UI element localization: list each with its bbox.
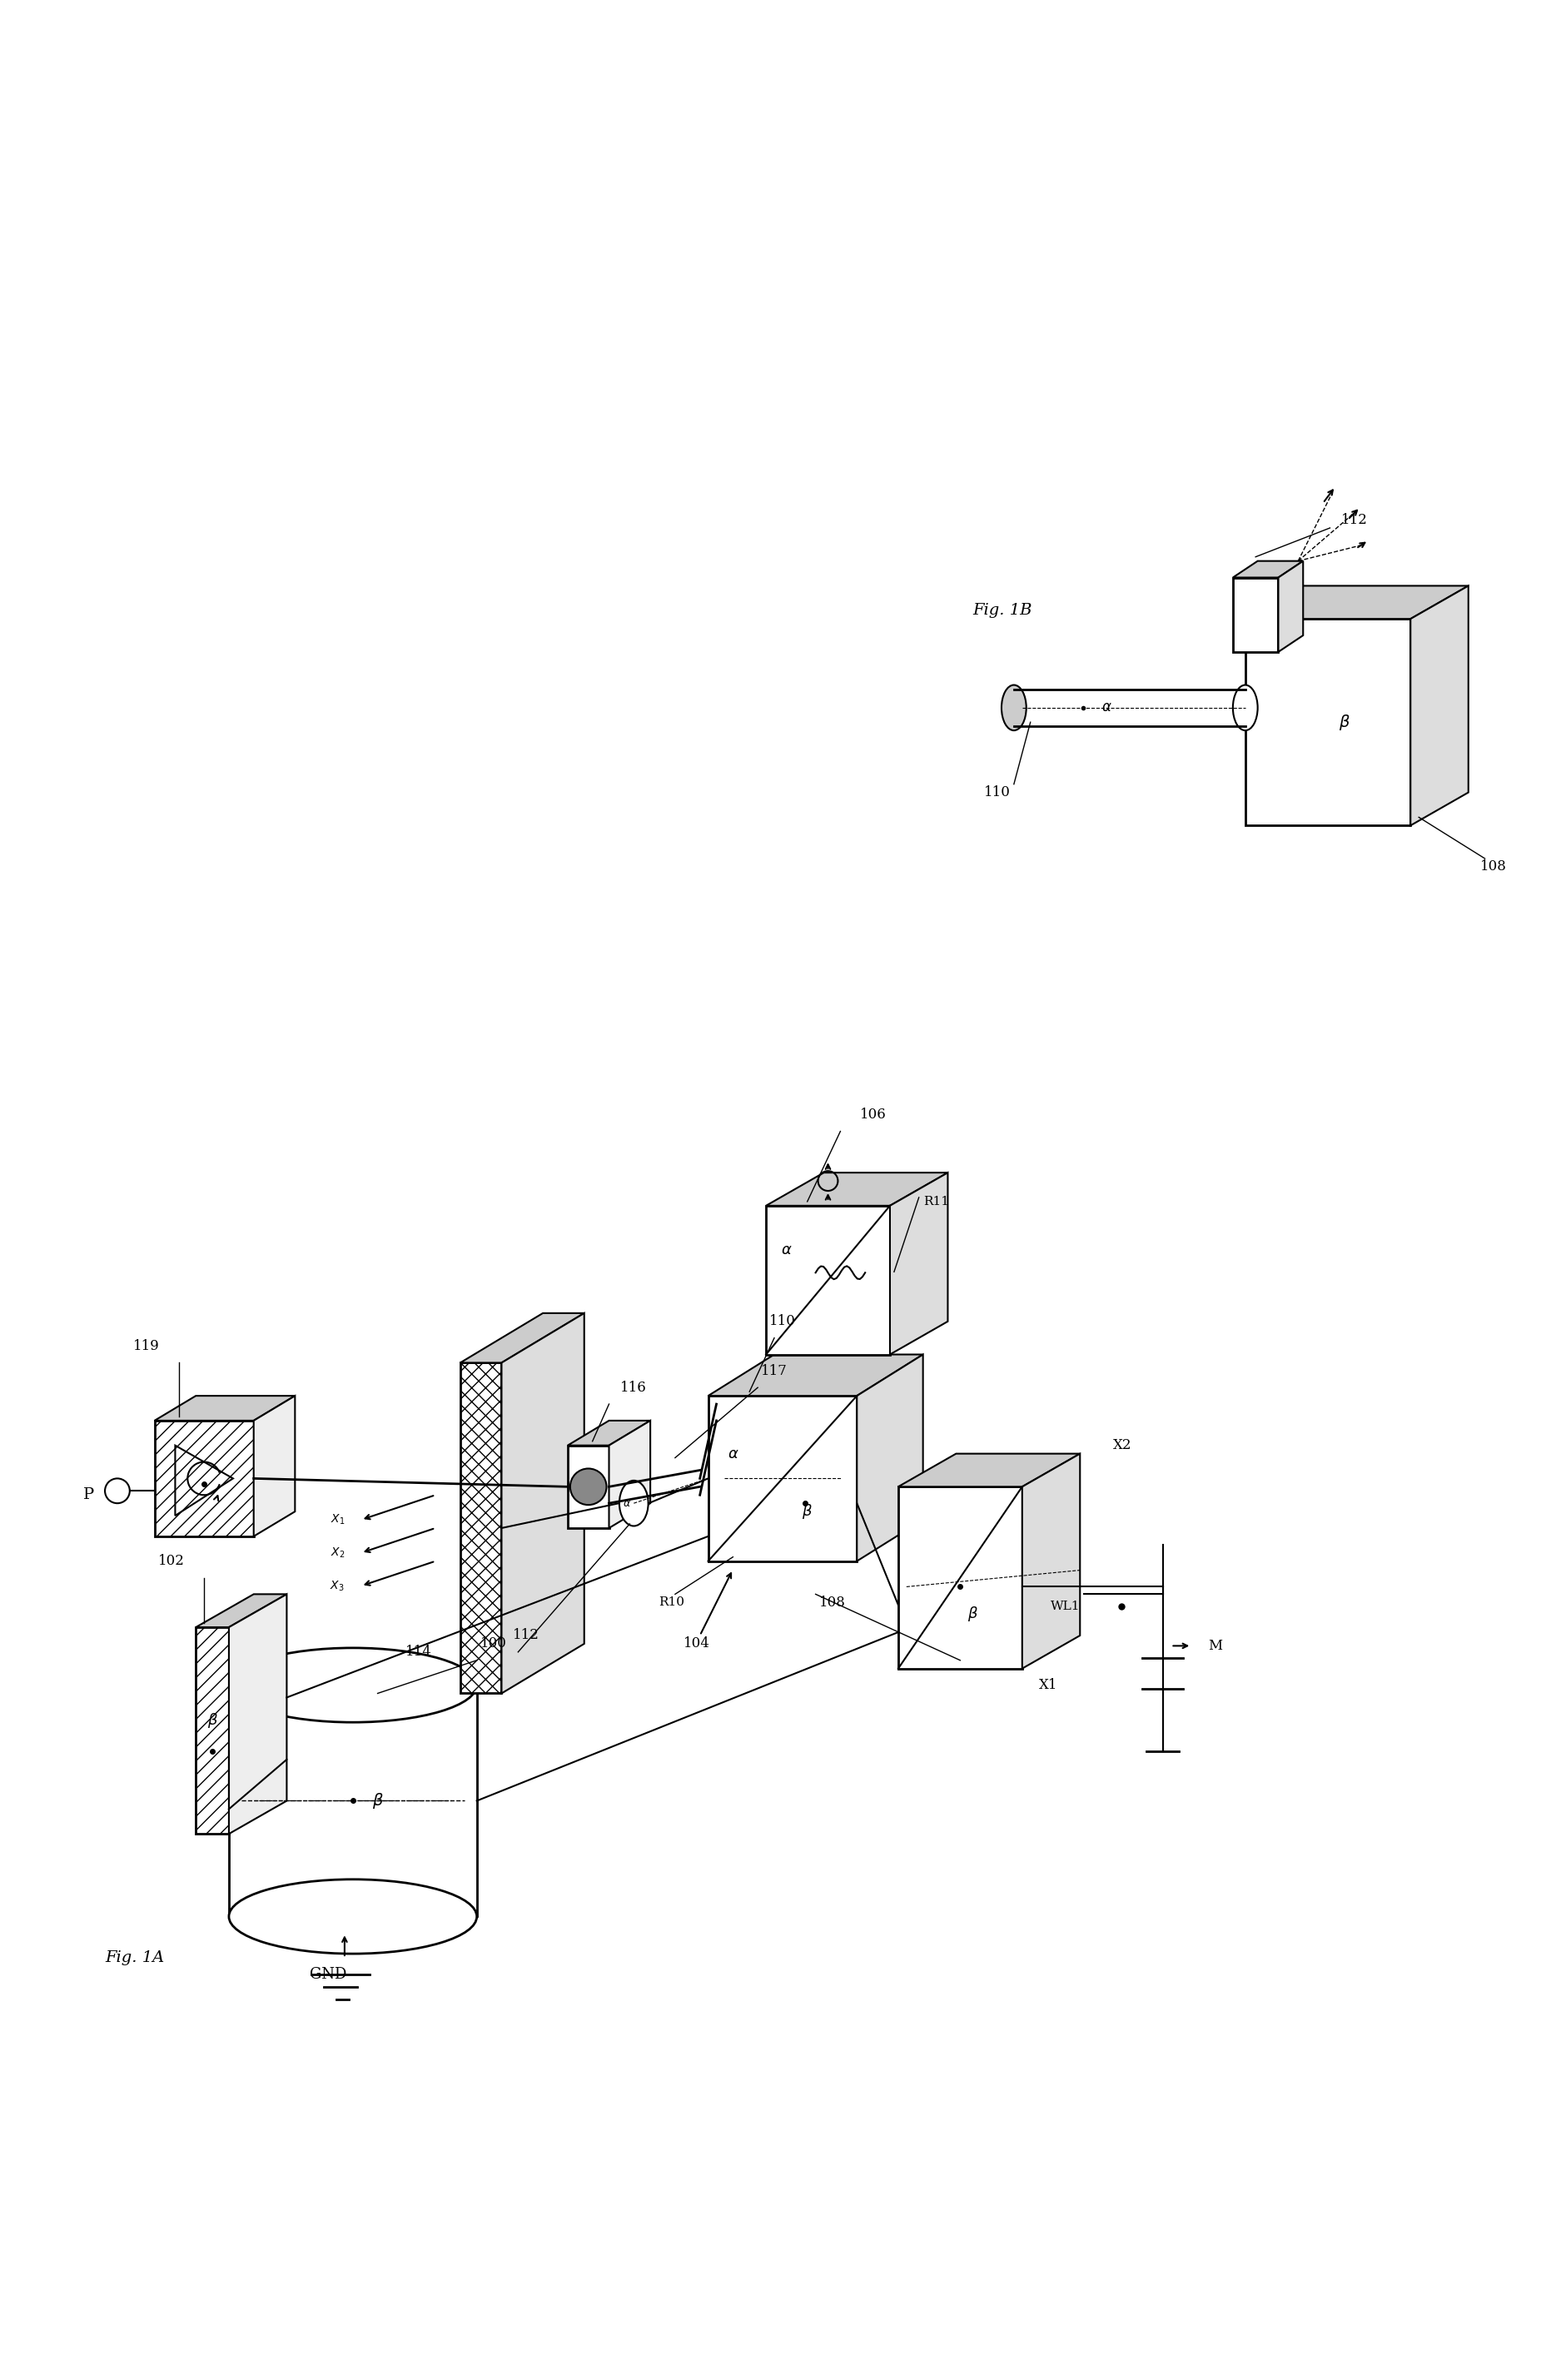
Text: $X_2$: $X_2$	[330, 1547, 344, 1559]
Polygon shape	[461, 1364, 501, 1692]
Polygon shape	[254, 1395, 295, 1537]
Polygon shape	[890, 1173, 948, 1354]
Polygon shape	[1022, 1454, 1079, 1668]
Text: 117: 117	[762, 1364, 788, 1378]
Polygon shape	[766, 1173, 948, 1207]
Text: $\beta$: $\beta$	[968, 1604, 979, 1623]
Polygon shape	[568, 1421, 650, 1445]
Polygon shape	[709, 1354, 923, 1395]
Polygon shape	[230, 1685, 476, 1916]
Polygon shape	[230, 1595, 287, 1835]
Text: R11: R11	[923, 1195, 949, 1207]
Text: $\beta$: $\beta$	[372, 1792, 383, 1811]
Polygon shape	[766, 1207, 890, 1354]
Circle shape	[571, 1468, 606, 1504]
Text: $X_3$: $X_3$	[330, 1578, 344, 1592]
Text: P: P	[82, 1488, 95, 1502]
Polygon shape	[1233, 578, 1278, 652]
Text: $\beta$: $\beta$	[1339, 712, 1351, 731]
Ellipse shape	[230, 1880, 476, 1954]
Text: 104: 104	[684, 1637, 710, 1652]
Text: 112: 112	[513, 1628, 540, 1642]
Polygon shape	[1245, 619, 1410, 826]
Text: $X_1$: $X_1$	[330, 1514, 344, 1526]
Text: $\beta$: $\beta$	[206, 1711, 217, 1730]
Text: 119: 119	[133, 1340, 160, 1354]
Text: $\alpha$: $\alpha$	[1101, 700, 1112, 714]
Polygon shape	[709, 1395, 856, 1561]
Text: $\alpha$: $\alpha$	[727, 1447, 738, 1461]
Polygon shape	[610, 1421, 650, 1528]
Text: R10: R10	[659, 1597, 684, 1609]
Polygon shape	[1278, 562, 1303, 652]
Text: 106: 106	[861, 1107, 887, 1121]
Text: X1: X1	[1039, 1678, 1058, 1692]
Polygon shape	[501, 1314, 585, 1692]
Text: Fig. 1B: Fig. 1B	[972, 602, 1031, 619]
Polygon shape	[195, 1595, 287, 1628]
Ellipse shape	[1233, 685, 1258, 731]
Polygon shape	[1233, 562, 1303, 578]
Polygon shape	[898, 1454, 1079, 1488]
Polygon shape	[898, 1488, 1022, 1668]
Polygon shape	[155, 1421, 254, 1537]
Polygon shape	[1245, 585, 1469, 619]
Text: 110: 110	[769, 1314, 796, 1328]
Polygon shape	[568, 1445, 610, 1528]
Text: GND: GND	[310, 1966, 346, 1983]
Polygon shape	[155, 1395, 295, 1421]
Polygon shape	[1410, 585, 1469, 826]
Polygon shape	[461, 1314, 585, 1364]
Text: 108: 108	[1480, 859, 1506, 873]
Text: 110: 110	[983, 785, 1011, 800]
Ellipse shape	[1002, 685, 1027, 731]
Ellipse shape	[230, 1647, 476, 1723]
Text: $\alpha$: $\alpha$	[782, 1242, 793, 1259]
Text: 112: 112	[1342, 512, 1368, 526]
Ellipse shape	[619, 1480, 648, 1526]
Text: M: M	[1208, 1640, 1222, 1654]
Text: 108: 108	[819, 1595, 845, 1609]
Text: $\alpha$: $\alpha$	[624, 1497, 631, 1509]
Text: 100: 100	[481, 1637, 507, 1652]
Text: X2: X2	[1114, 1438, 1132, 1452]
Text: 102: 102	[158, 1554, 185, 1568]
Text: 116: 116	[620, 1380, 647, 1395]
Text: WL1: WL1	[1050, 1602, 1079, 1611]
Polygon shape	[195, 1628, 230, 1835]
Polygon shape	[856, 1354, 923, 1561]
Text: Fig. 1A: Fig. 1A	[105, 1949, 164, 1966]
Text: $\beta$: $\beta$	[802, 1502, 813, 1521]
Text: 114: 114	[406, 1645, 433, 1659]
